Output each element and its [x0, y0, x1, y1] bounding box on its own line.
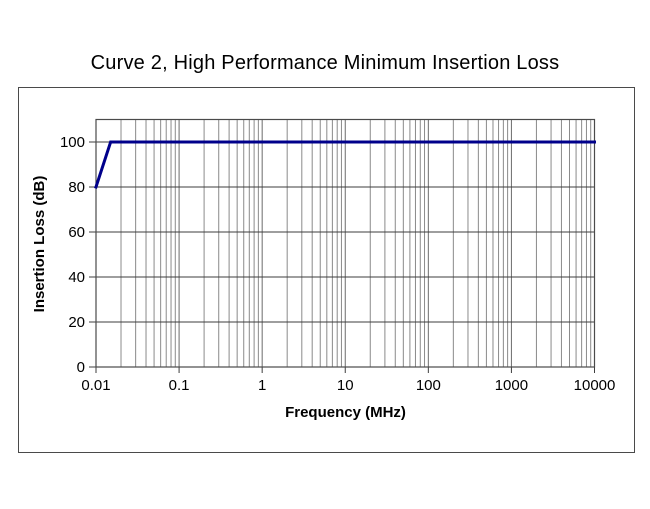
x-tick-label: 0.01: [81, 377, 110, 394]
x-tick-label: 0.1: [169, 377, 190, 394]
y-tick-label: 60: [68, 224, 85, 241]
x-axis-title: Frequency (MHz): [285, 404, 406, 421]
x-tick-label: 10: [337, 377, 354, 394]
y-tick-label: 0: [77, 359, 85, 376]
x-tick-label: 1000: [495, 377, 528, 394]
y-tick-label: 80: [68, 179, 85, 196]
y-tick-label: 40: [68, 269, 85, 286]
x-tick-label: 100: [416, 377, 441, 394]
y-tick-label: 100: [60, 134, 85, 151]
x-tick-label: 1: [258, 377, 266, 394]
y-axis-title: Insertion Loss (dB): [31, 175, 48, 313]
chart-title: Curve 2, High Performance Minimum Insert…: [90, 52, 560, 74]
y-tick-label: 20: [68, 314, 85, 331]
x-tick-label: 10000: [574, 377, 616, 394]
plot-border: [95, 118, 596, 368]
insertion-loss-curve: [94, 140, 596, 189]
